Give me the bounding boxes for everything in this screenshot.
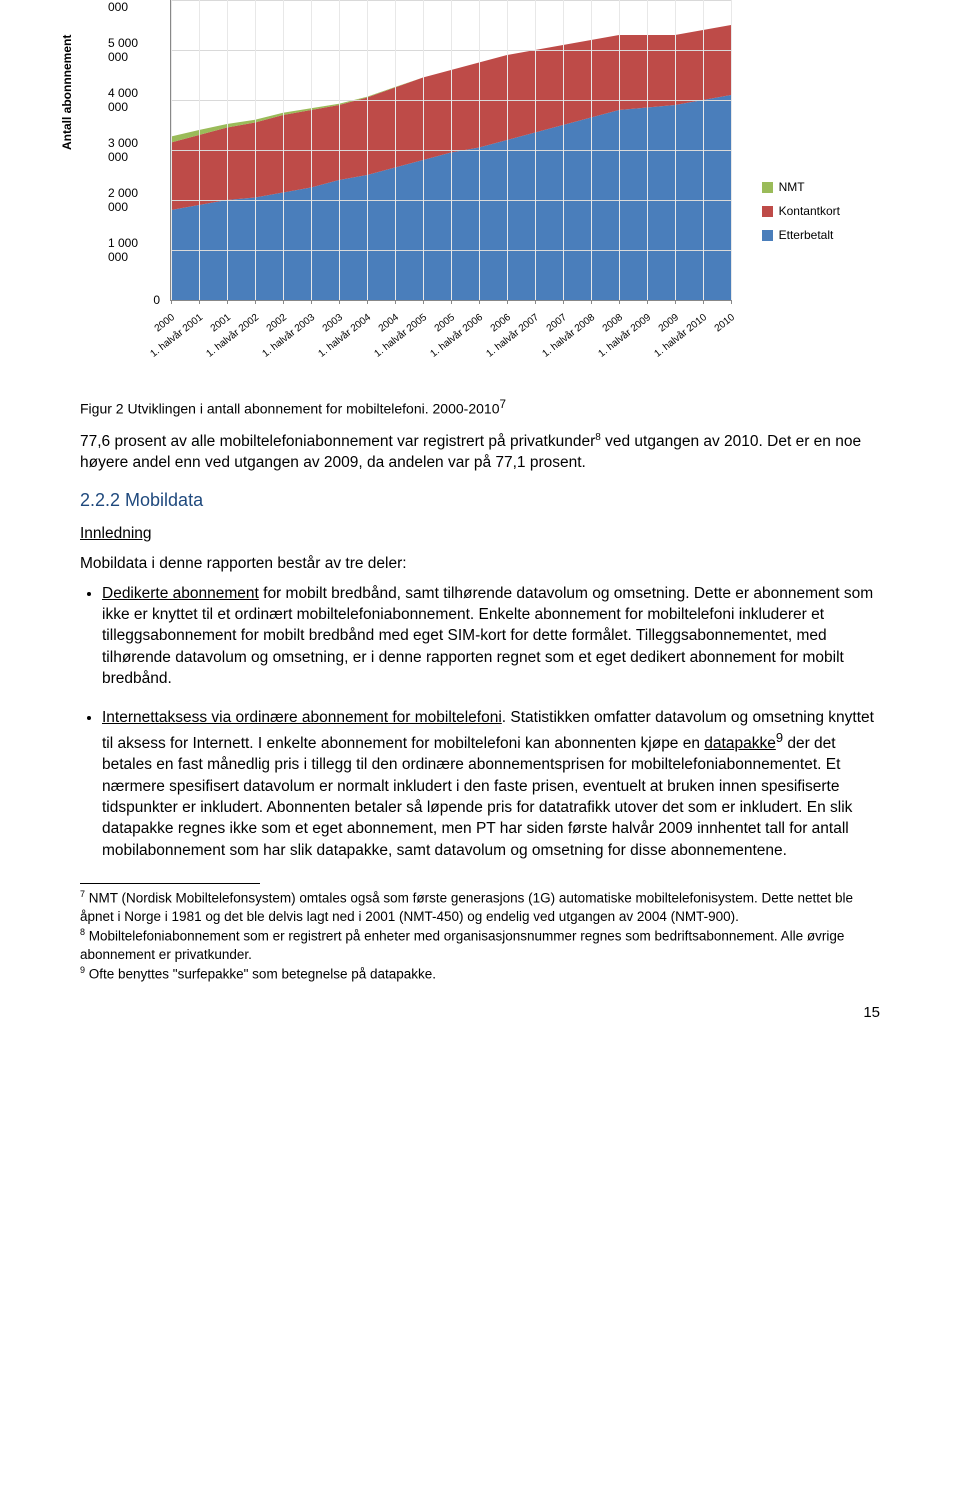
gridline-vertical [479,0,480,300]
footnotes: 7 NMT (Nordisk Mobiltelefonsystem) omtal… [80,888,880,984]
gridline-vertical [255,0,256,300]
footnote-9: 9 Ofte benyttes "surfepakke" som betegne… [80,964,880,984]
gridline-vertical [367,0,368,300]
bullet-1: Dedikerte abonnement for mobilt bredbånd… [102,583,880,690]
bullet-2-b: der det betales en fast månedlig pris i … [102,735,852,859]
bullet-1-lead: Dedikerte abonnement [102,585,259,602]
legend-item: NMT [762,180,840,194]
legend-item: Kontantkort [762,204,840,218]
y-tick-label: 2 000 000 [108,186,160,214]
legend-swatch-icon [762,206,773,217]
footnote-8: 8 Mobiltelefoniabonnement som er registr… [80,926,880,964]
y-tick-label: 5 000 000 [108,36,160,64]
gridline-vertical [591,0,592,300]
caption-text: Figur 2 Utviklingen i antall abonnement … [80,401,499,417]
gridline-vertical [171,0,172,300]
gridline-vertical [339,0,340,300]
x-tick-mark [731,300,732,304]
x-tick-mark [563,300,564,304]
figure-caption: Figur 2 Utviklingen i antall abonnement … [80,398,880,417]
legend-label: Kontantkort [779,204,840,218]
subheading: Innledning [80,525,880,543]
x-tick-mark [171,300,172,304]
y-tick-label: 1 000 000 [108,236,160,264]
x-tick-mark [283,300,284,304]
gridline-vertical [283,0,284,300]
footnote-8-text: Mobiltelefoniabonnement som er registrer… [80,929,844,962]
gridline-vertical [451,0,452,300]
gridline-vertical [507,0,508,300]
x-axis-ticks: 20001. halvår 200120011. halvår 20022002… [170,306,730,376]
x-tick-mark [227,300,228,304]
gridline-vertical [675,0,676,300]
legend-item: Etterbetalt [762,228,840,242]
x-tick-mark [255,300,256,304]
x-tick-mark [199,300,200,304]
x-tick-mark [451,300,452,304]
x-tick-mark [395,300,396,304]
gridline-vertical [311,0,312,300]
para1-text-a: 77,6 prosent av alle mobiltelefoniabonne… [80,433,595,450]
x-tick-mark [591,300,592,304]
paragraph-1: 77,6 prosent av alle mobiltelefoniabonne… [80,431,880,474]
bullet-2-lead: Internettaksess via ordinære abonnement … [102,709,502,726]
gridline-vertical [423,0,424,300]
legend-label: NMT [779,180,805,194]
x-tick-mark [423,300,424,304]
x-tick-mark [675,300,676,304]
bullet-2: Internettaksess via ordinære abonnement … [102,707,880,861]
bullet-2-datapakke: datapakke [704,735,776,752]
gridline-vertical [227,0,228,300]
x-tick-mark [647,300,648,304]
y-tick-label: 0 [153,293,160,307]
x-tick-mark [311,300,312,304]
subscriber-chart: Antall abonnnement 01 000 0002 000 0003 … [80,0,840,380]
gridline-vertical [395,0,396,300]
bullet-list: Dedikerte abonnement for mobilt bredbånd… [80,583,880,862]
gridline-vertical [731,0,732,300]
bullet-2-footnote-ref: 9 [776,730,783,745]
y-axis-label: Antall abonnnement [60,35,74,150]
x-tick-mark [479,300,480,304]
x-tick-mark [535,300,536,304]
chart-legend: NMT Kontantkort Etterbetalt [762,180,840,252]
gridline-vertical [703,0,704,300]
legend-label: Etterbetalt [779,228,834,242]
chart-plot-area [170,0,731,301]
y-tick-label: 3 000 000 [108,136,160,164]
section-heading: 2.2.2 Mobildata [80,490,880,511]
x-tick-mark [619,300,620,304]
footnote-7-text: NMT (Nordisk Mobiltelefonsystem) omtales… [80,891,853,924]
gridline-vertical [647,0,648,300]
x-tick-mark [507,300,508,304]
gridline-vertical [563,0,564,300]
caption-footnote-ref: 7 [499,398,505,411]
y-axis-ticks: 01 000 0002 000 0003 000 0004 000 0005 0… [108,0,164,300]
y-tick-label: 4 000 000 [108,86,160,114]
gridline-vertical [199,0,200,300]
x-tick-label: 2010 [712,312,736,334]
gridline-vertical [535,0,536,300]
footnote-9-text: Ofte benyttes "surfepakke" som betegnels… [85,967,436,982]
gridline-vertical [619,0,620,300]
page-number: 15 [80,1004,880,1021]
x-tick-mark [703,300,704,304]
x-tick-mark [339,300,340,304]
x-tick-mark [367,300,368,304]
legend-swatch-icon [762,182,773,193]
y-tick-label: 6 000 000 [108,0,160,14]
legend-swatch-icon [762,230,773,241]
footnote-7: 7 NMT (Nordisk Mobiltelefonsystem) omtal… [80,888,880,926]
footnote-separator [80,883,260,884]
intro-line: Mobildata i denne rapporten består av tr… [80,555,880,573]
